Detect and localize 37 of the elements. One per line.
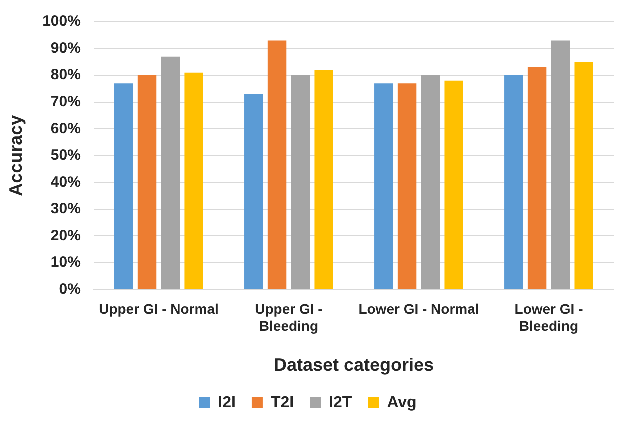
x-tick-label: Upper GI - Normal bbox=[99, 301, 219, 318]
x-tick-label: Upper GI - Bleeding bbox=[255, 301, 324, 334]
legend-label: Avg bbox=[387, 394, 417, 412]
x-tick-label: Lower GI - Normal bbox=[358, 301, 480, 318]
legend-label: I2I bbox=[218, 394, 236, 412]
y-tick-label: 50% bbox=[50, 147, 81, 164]
bar bbox=[244, 94, 264, 290]
bar bbox=[184, 72, 204, 290]
y-tick-label: 70% bbox=[50, 93, 81, 110]
bar bbox=[138, 76, 157, 290]
legend-label: T2I bbox=[270, 394, 294, 412]
y-tick-label: 20% bbox=[50, 227, 81, 244]
bar bbox=[421, 76, 440, 290]
y-tick-label: 0% bbox=[59, 280, 81, 298]
bar bbox=[504, 76, 524, 290]
legend-label: I2T bbox=[329, 394, 352, 412]
bar bbox=[574, 62, 594, 290]
bar bbox=[444, 80, 464, 290]
bar bbox=[314, 70, 334, 290]
bar bbox=[161, 56, 180, 290]
bar bbox=[551, 40, 570, 290]
x-tick-label: Lower GI - Bleeding bbox=[514, 301, 584, 334]
bar bbox=[268, 40, 287, 290]
bar bbox=[374, 84, 394, 290]
y-tick-label: 80% bbox=[50, 66, 81, 84]
y-tick-label: 90% bbox=[50, 40, 81, 57]
x-axis-title: Dataset categories bbox=[274, 355, 434, 376]
y-tick-label: 40% bbox=[50, 174, 81, 191]
y-tick-label: 10% bbox=[50, 254, 81, 272]
y-axis-title: Accuracy bbox=[6, 115, 26, 196]
bar bbox=[398, 84, 417, 290]
y-tick-label: 100% bbox=[42, 13, 81, 30]
bar bbox=[291, 76, 310, 290]
bar bbox=[528, 68, 547, 290]
bar bbox=[114, 84, 134, 290]
y-tick-label: 60% bbox=[50, 120, 81, 138]
y-tick-label: 30% bbox=[50, 200, 81, 218]
